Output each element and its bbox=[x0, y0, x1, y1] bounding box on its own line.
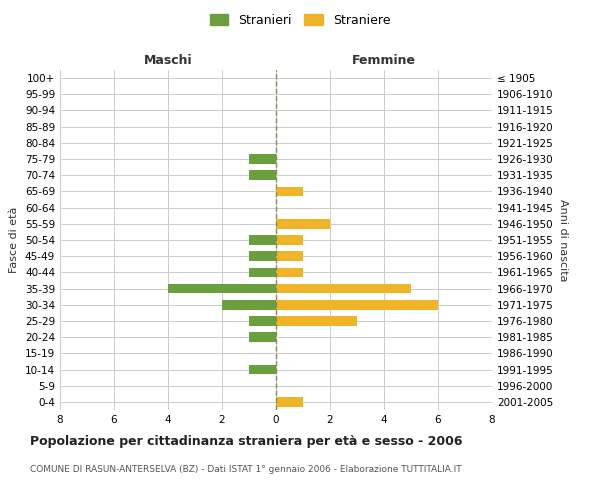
Legend: Stranieri, Straniere: Stranieri, Straniere bbox=[205, 8, 395, 32]
Bar bbox=[276, 284, 411, 294]
Bar bbox=[249, 252, 276, 261]
Bar bbox=[249, 268, 276, 277]
Text: COMUNE DI RASUN-ANTERSELVA (BZ) - Dati ISTAT 1° gennaio 2006 - Elaborazione TUTT: COMUNE DI RASUN-ANTERSELVA (BZ) - Dati I… bbox=[30, 465, 461, 474]
Bar bbox=[276, 235, 303, 245]
Bar bbox=[276, 316, 357, 326]
Y-axis label: Anni di nascita: Anni di nascita bbox=[557, 198, 568, 281]
Bar bbox=[276, 397, 303, 407]
Bar bbox=[168, 284, 276, 294]
Bar bbox=[276, 300, 438, 310]
Bar bbox=[249, 316, 276, 326]
Y-axis label: Fasce di età: Fasce di età bbox=[10, 207, 19, 273]
Bar bbox=[249, 332, 276, 342]
Bar bbox=[249, 364, 276, 374]
Text: Femmine: Femmine bbox=[352, 54, 416, 67]
Text: Popolazione per cittadinanza straniera per età e sesso - 2006: Popolazione per cittadinanza straniera p… bbox=[30, 435, 463, 448]
Bar bbox=[249, 154, 276, 164]
Bar bbox=[249, 235, 276, 245]
Bar bbox=[249, 170, 276, 180]
Bar bbox=[276, 186, 303, 196]
Bar bbox=[276, 268, 303, 277]
Bar bbox=[276, 219, 330, 228]
Text: Maschi: Maschi bbox=[143, 54, 193, 67]
Bar bbox=[222, 300, 276, 310]
Bar bbox=[276, 252, 303, 261]
